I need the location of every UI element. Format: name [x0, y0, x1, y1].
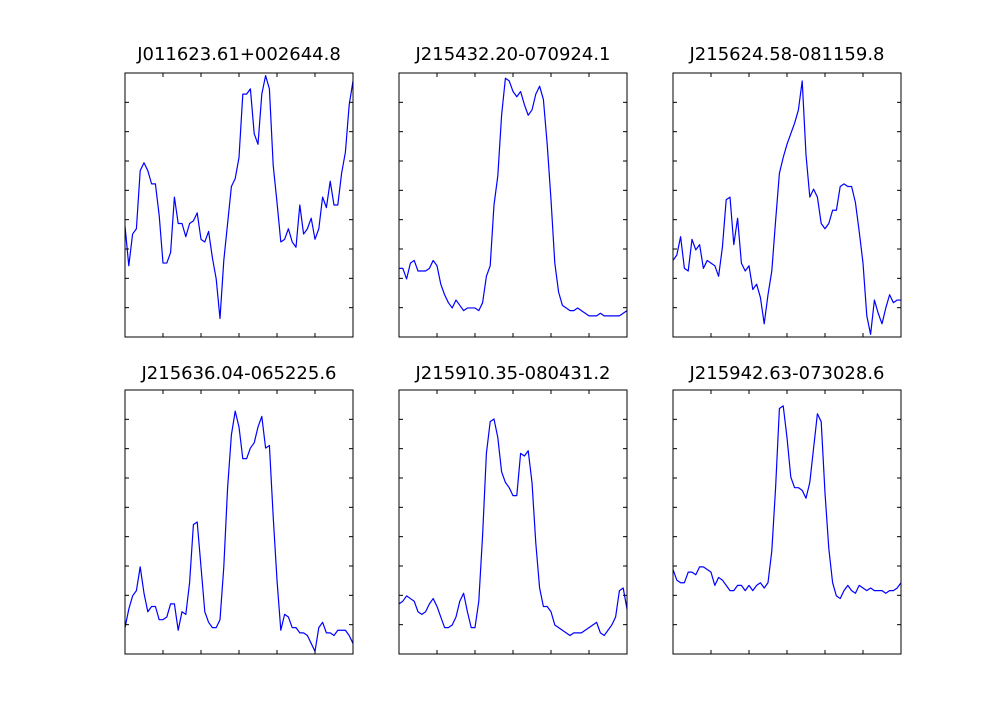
panel-title: J011623.61+002644.8: [136, 44, 341, 65]
plot-frame: [398, 389, 628, 655]
series-line: [125, 75, 353, 320]
panel-title: J215910.35-080431.2: [414, 363, 610, 384]
plot-frame: [124, 389, 354, 655]
series-line: [673, 80, 901, 335]
panel-title: J215636.04-065225.6: [140, 363, 336, 384]
plot-frame: [124, 72, 354, 338]
plot-frame: [672, 389, 902, 655]
plot-frame: [672, 72, 902, 338]
panel-4: J215636.04-065225.6: [124, 363, 354, 655]
series-line: [399, 77, 627, 317]
panel-title: J215942.63-073028.6: [688, 363, 884, 384]
panel-3: J215624.58-081159.8: [672, 44, 902, 338]
panel-2: J215432.20-070924.1: [398, 44, 628, 338]
panel-title: J215432.20-070924.1: [414, 44, 610, 65]
panel-5: J215910.35-080431.2: [398, 363, 628, 655]
plot-frame: [398, 72, 628, 338]
series-line: [673, 405, 901, 600]
panel-title: J215624.58-081159.8: [688, 44, 884, 65]
series-line: [399, 418, 627, 637]
panel-6: J215942.63-073028.6: [672, 363, 902, 655]
panel-1: J011623.61+002644.8: [124, 44, 354, 338]
